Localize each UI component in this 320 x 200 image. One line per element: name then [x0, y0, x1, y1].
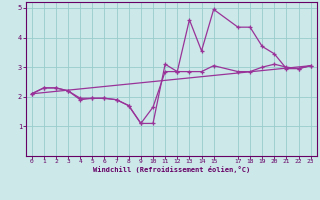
X-axis label: Windchill (Refroidissement éolien,°C): Windchill (Refroidissement éolien,°C) — [92, 166, 250, 173]
